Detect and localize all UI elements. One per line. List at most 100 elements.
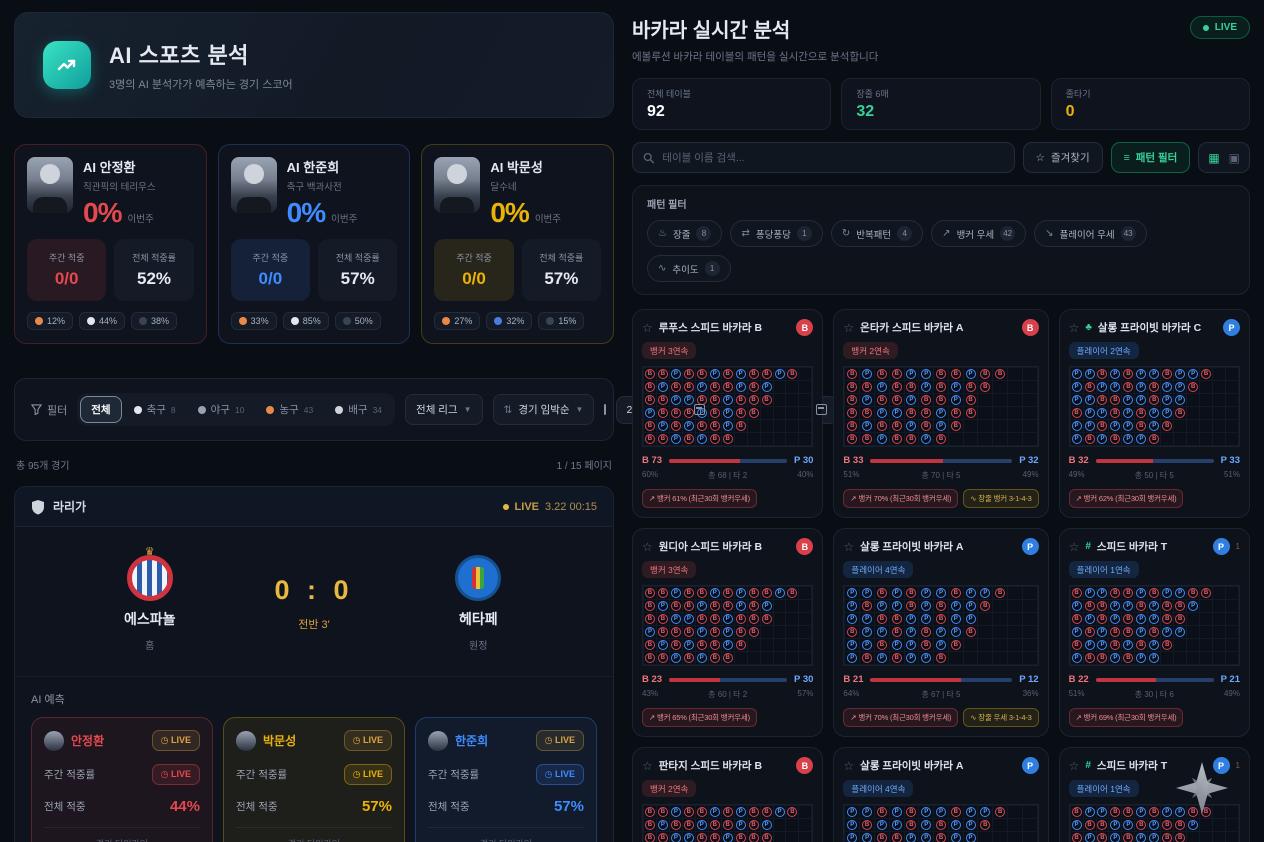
sport-filter-배구[interactable]: 배구 34 bbox=[325, 397, 392, 422]
bead-cell bbox=[1022, 819, 1037, 831]
banker-bead: B bbox=[862, 408, 873, 418]
baccarat-table-card[interactable]: ☆ 원디아 스피드 바카라 B B 뱅커 3연속 B B P B B P B P B B P B B P B B P B B… bbox=[632, 528, 824, 737]
banker-bead: B bbox=[644, 601, 655, 611]
banker-bead: B bbox=[847, 408, 858, 418]
bead-cell: B bbox=[1174, 613, 1187, 625]
match-card[interactable]: 라리가 LIVE 3.22 00:15 에스파뇰 홈 0 : 0 전반 3' bbox=[14, 486, 614, 842]
bead-cell: P bbox=[904, 639, 919, 651]
pattern-signal-chip: ↗ 뱅커 65% (최근30회 뱅커우세) bbox=[642, 708, 757, 727]
banker-bead: B bbox=[787, 369, 798, 379]
baccarat-table-card[interactable]: ☆ 루푸스 스피드 바카라 B B 뱅커 3연속 B B P B B P B P B B P B B P B B P B B… bbox=[632, 309, 824, 518]
player-bead: P bbox=[761, 382, 772, 392]
baccarat-table-card[interactable]: ☆ 살롱 프라이빗 바카라 A P 플레이어 4연속 P P B P B P P B P P B P B P P B P… bbox=[833, 747, 1049, 842]
banker-bead: B bbox=[906, 382, 917, 392]
favorite-star-icon[interactable]: ☆ bbox=[1068, 758, 1080, 773]
analyst-card[interactable]: AI 박문성 달수네 0% 이번주 주간 적중 0/0 전체 적중률 57% 27% 32% 15% bbox=[421, 144, 615, 344]
favorite-star-icon[interactable]: ☆ bbox=[642, 539, 653, 554]
pattern-chip-플레이어 우세[interactable]: ↘ 플레이어 우세 43 bbox=[1034, 220, 1147, 247]
player-bead: P bbox=[1110, 820, 1121, 830]
sort-select[interactable]: ⇅ 경기 임박순 ▼ bbox=[492, 394, 595, 425]
table-search[interactable] bbox=[632, 142, 1015, 173]
bead-cell: B bbox=[1161, 600, 1174, 612]
banker-bead: B bbox=[1110, 640, 1121, 650]
banker-bead: B bbox=[862, 653, 873, 663]
player-bead: P bbox=[921, 382, 932, 392]
bead-cell: B bbox=[734, 639, 747, 651]
summary-stats: 전체 테이블 92 장줄 6매 32 줄타기 0 bbox=[632, 78, 1250, 130]
player-bead: P bbox=[906, 833, 917, 842]
bead-cell: P bbox=[948, 381, 963, 393]
pattern-chip-추이도[interactable]: ∿ 추이도 1 bbox=[647, 255, 731, 282]
analyst-card[interactable]: AI 한준희 축구 백과사전 0% 이번주 주간 적중 0/0 전체 적중률 57% 33% 85… bbox=[217, 144, 411, 344]
pattern-chip-퐁당퐁당[interactable]: ⇄ 퐁당퐁당 1 bbox=[730, 220, 823, 247]
baccarat-table-card[interactable]: ☆ 판타지 스피드 바카라 B B 뱅커 2연속 B B P B B P B P B B P B B P B B P B B… bbox=[632, 747, 824, 842]
player-bead: P bbox=[1149, 601, 1160, 611]
pattern-chip-반복패턴[interactable]: ↻ 반복패턴 4 bbox=[830, 220, 924, 247]
player-bead: P bbox=[935, 627, 946, 637]
analyst-name: AI 한준희 bbox=[286, 160, 340, 175]
grid-view-icon[interactable]: ▦ bbox=[1208, 150, 1220, 165]
favorite-star-icon[interactable]: ☆ bbox=[843, 758, 855, 773]
player-bead: P bbox=[735, 807, 746, 817]
player-bead: P bbox=[1084, 807, 1095, 817]
search-input[interactable] bbox=[662, 151, 1004, 164]
pattern-filter-button[interactable]: ≡ 패턴 필터 bbox=[1110, 142, 1191, 173]
bead-cell: B bbox=[1174, 819, 1187, 831]
player-bead: P bbox=[862, 588, 873, 598]
bead-cell: B bbox=[874, 368, 889, 380]
banker-bead: B bbox=[761, 588, 772, 598]
bead-cell: P bbox=[1148, 613, 1161, 625]
player-bead: P bbox=[906, 369, 917, 379]
bead-cell: B bbox=[1122, 381, 1135, 393]
bead-cell: P bbox=[919, 832, 934, 842]
sport-filter-축구[interactable]: 축구 8 bbox=[124, 397, 186, 422]
pattern-chip-뱅커 우세[interactable]: ↗ 뱅커 우세 42 bbox=[931, 220, 1027, 247]
bead-cell: P bbox=[682, 394, 695, 406]
stat-label: 주간 적중 bbox=[456, 253, 492, 263]
search-icon bbox=[643, 152, 655, 163]
pattern-chip-장줄[interactable]: ♨ 장줄 8 bbox=[647, 220, 723, 247]
baseball-icon bbox=[494, 317, 503, 325]
pingpong-icon: ⇄ bbox=[741, 228, 750, 239]
stat-value: 57% bbox=[544, 269, 579, 288]
bead-cell: P bbox=[1083, 832, 1096, 842]
bead-cell bbox=[978, 652, 993, 664]
favorite-star-icon[interactable]: ☆ bbox=[843, 320, 855, 335]
sport-filter-전체[interactable]: 전체 bbox=[80, 396, 122, 423]
player-bead: P bbox=[1071, 369, 1082, 379]
favorite-star-icon[interactable]: ☆ bbox=[1068, 320, 1080, 335]
calendar-icon bbox=[693, 404, 705, 415]
favorite-star-icon[interactable]: ☆ bbox=[1068, 539, 1080, 554]
favorites-button[interactable]: ☆ 즐겨찾기 bbox=[1022, 142, 1103, 173]
bead-cell: B bbox=[656, 433, 669, 445]
player-bead: P bbox=[670, 833, 681, 842]
baccarat-table-card[interactable]: ☆ # 스피드 바카라 T P 1 플레이어 1연속 B P P B B P B P P B B P B B P P B P B… bbox=[1058, 528, 1250, 737]
bead-cell: B bbox=[978, 381, 993, 393]
player-percent: 51% bbox=[1223, 470, 1240, 479]
baccarat-table-card[interactable]: ☆ 살롱 프라이빗 바카라 A P 플레이어 4연속 P P B P B P P B P P B P B P P B P… bbox=[833, 528, 1049, 737]
sport-rate-badge: 15% bbox=[538, 312, 585, 330]
analyst-card[interactable]: AI 안정환 직관픽의 테리우스 0% 이번주 주간 적중 0/0 전체 적중률 52% 12%… bbox=[14, 144, 207, 344]
banker-bead: B bbox=[1084, 653, 1095, 663]
banker-bead: B bbox=[980, 820, 991, 830]
league-select[interactable]: 전체 리그 ▼ bbox=[405, 394, 483, 425]
baccarat-table-card[interactable]: ☆ # 스피드 바카라 T P 1 플레이어 1연속 B P P B B P B P P B B P B B P P B P B… bbox=[1058, 747, 1250, 842]
player-bead: P bbox=[1071, 395, 1082, 405]
sport-rate-badge: 85% bbox=[282, 312, 329, 330]
sport-filter-농구[interactable]: 농구 43 bbox=[256, 397, 323, 422]
bead-cell bbox=[1213, 600, 1226, 612]
baccarat-table-card[interactable]: ☆ ♣ 살롱 프라이빗 바카라 C P 플레이어 2연속 P P B P B P P B P P B P B P P B… bbox=[1058, 309, 1250, 518]
player-bead: P bbox=[683, 833, 694, 842]
sport-filter-야구[interactable]: 야구 10 bbox=[188, 397, 255, 422]
bead-cell: P bbox=[963, 587, 978, 599]
player-bead: P bbox=[1175, 395, 1186, 405]
favorite-star-icon[interactable]: ☆ bbox=[843, 539, 855, 554]
bead-cell: B bbox=[1096, 832, 1109, 842]
bead-cell: P bbox=[695, 407, 708, 419]
list-view-icon[interactable]: ▣ bbox=[1228, 150, 1240, 165]
favorite-star-icon[interactable]: ☆ bbox=[642, 320, 653, 335]
baccarat-table-card[interactable]: ☆ 온타카 스피드 바카라 A B 뱅커 2연속 B P B B P P B B P B B B B P B B P B P… bbox=[833, 309, 1049, 518]
player-bead: P bbox=[921, 820, 932, 830]
view-toggle[interactable]: ▦ ▣ bbox=[1198, 142, 1250, 173]
favorite-star-icon[interactable]: ☆ bbox=[642, 758, 653, 773]
